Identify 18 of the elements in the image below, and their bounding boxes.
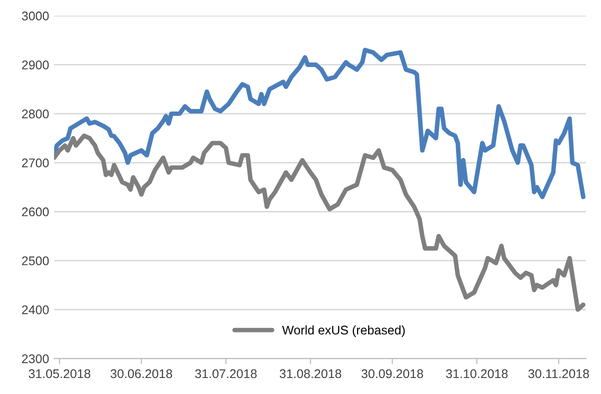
x-tick-label: 31.08.2018 <box>280 369 342 378</box>
x-tick-label: 31.10.2018 <box>446 369 508 378</box>
y-tick-label: 3000 <box>22 12 49 20</box>
y-tick-label: 2500 <box>22 256 49 266</box>
x-tick-label: 30.11.2018 <box>528 369 589 378</box>
y-tick-label: 2800 <box>22 110 49 118</box>
x-tick-label: 31.07.2018 <box>195 369 257 378</box>
x-tick-label: 30.06.2018 <box>110 369 172 378</box>
legend-label: World exUS (rebased) <box>282 325 405 337</box>
y-tick-label: 2600 <box>22 207 49 216</box>
y-tick-label: 2400 <box>22 305 49 314</box>
line-series <box>54 134 586 312</box>
line-series <box>54 48 586 200</box>
y-tick-label: 2900 <box>22 60 49 70</box>
x-tick-label: 30.09.2018 <box>362 369 424 378</box>
y-tick-label: 2300 <box>22 354 49 364</box>
x-tick-label: 31.05.2018 <box>28 369 90 378</box>
y-tick-label: 2700 <box>22 158 49 168</box>
